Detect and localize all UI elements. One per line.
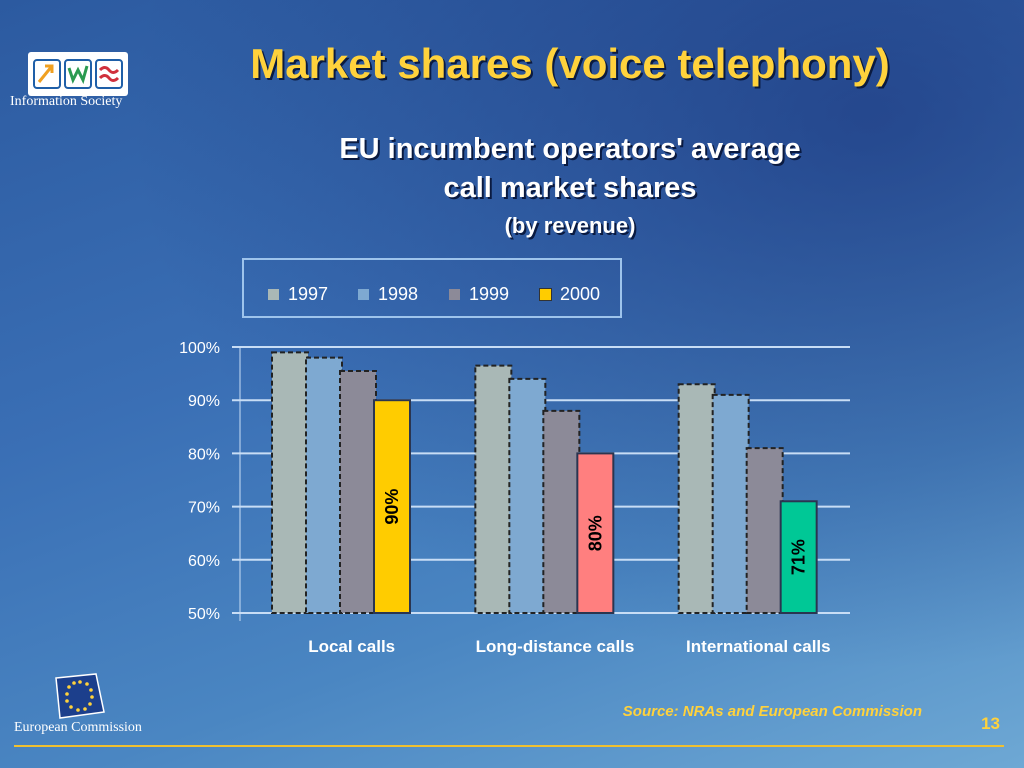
- bar-2000-long-distance-calls: [576, 452, 615, 614]
- bar-2000-international-calls: [779, 500, 818, 614]
- bar-1998-local-calls: [305, 356, 343, 615]
- chart-title-line-1: EU incumbent operators' average: [339, 133, 801, 165]
- bar-1997-international-calls: [677, 383, 716, 614]
- bar-data-label: 80%: [585, 515, 605, 551]
- footer-divider: [14, 745, 1004, 747]
- bar-1998-international-calls: [711, 393, 750, 614]
- x-category-label: Local calls: [308, 637, 395, 656]
- y-tick-label: 70%: [188, 500, 220, 517]
- european-commission-label: European Commission: [14, 720, 142, 735]
- legend-label: 2000: [560, 284, 601, 304]
- chart-title-line-3: (by revenue): [504, 213, 636, 238]
- legend-label: 1998: [378, 284, 419, 304]
- legend-swatch: [449, 289, 460, 300]
- y-tick-label: 100%: [179, 340, 220, 357]
- slide-title: Market shares (voice telephony): [250, 40, 890, 87]
- legend-swatch: [358, 289, 369, 300]
- bar-data-label: 90%: [382, 489, 402, 525]
- legend-label: 1997: [288, 284, 329, 304]
- legend-swatch: [268, 289, 279, 300]
- bar-1999-local-calls: [339, 369, 377, 614]
- y-tick-label: 80%: [188, 446, 220, 463]
- page-number: 13: [981, 714, 1000, 733]
- bar-1999-international-calls: [745, 447, 784, 614]
- chart-title-line-2: call market shares: [443, 172, 697, 204]
- bar-1999-long-distance-calls: [542, 409, 581, 614]
- y-tick-label: 60%: [188, 553, 220, 570]
- legend-swatch: [539, 288, 552, 301]
- y-tick-label: 90%: [188, 393, 220, 410]
- information-society-label: Information Society: [10, 94, 123, 109]
- bar-2000-local-calls: [373, 399, 411, 615]
- x-category-label: Long-distance calls: [476, 637, 635, 656]
- bar-1997-long-distance-calls: [474, 364, 513, 614]
- legend-label: 1999: [469, 284, 510, 304]
- x-category-label: International calls: [686, 637, 831, 656]
- chart-legend: 1997 1998 1999 2000: [242, 258, 622, 318]
- information-society-logo: [28, 52, 128, 96]
- y-tick-label: 50%: [188, 606, 220, 623]
- bar-1997-local-calls: [271, 351, 309, 614]
- bar-data-label: 71%: [789, 539, 809, 575]
- bar-1998-long-distance-calls: [508, 377, 547, 615]
- source-note: Source: NRAs and European Commission: [622, 703, 922, 720]
- european-commission-logo: [52, 672, 108, 720]
